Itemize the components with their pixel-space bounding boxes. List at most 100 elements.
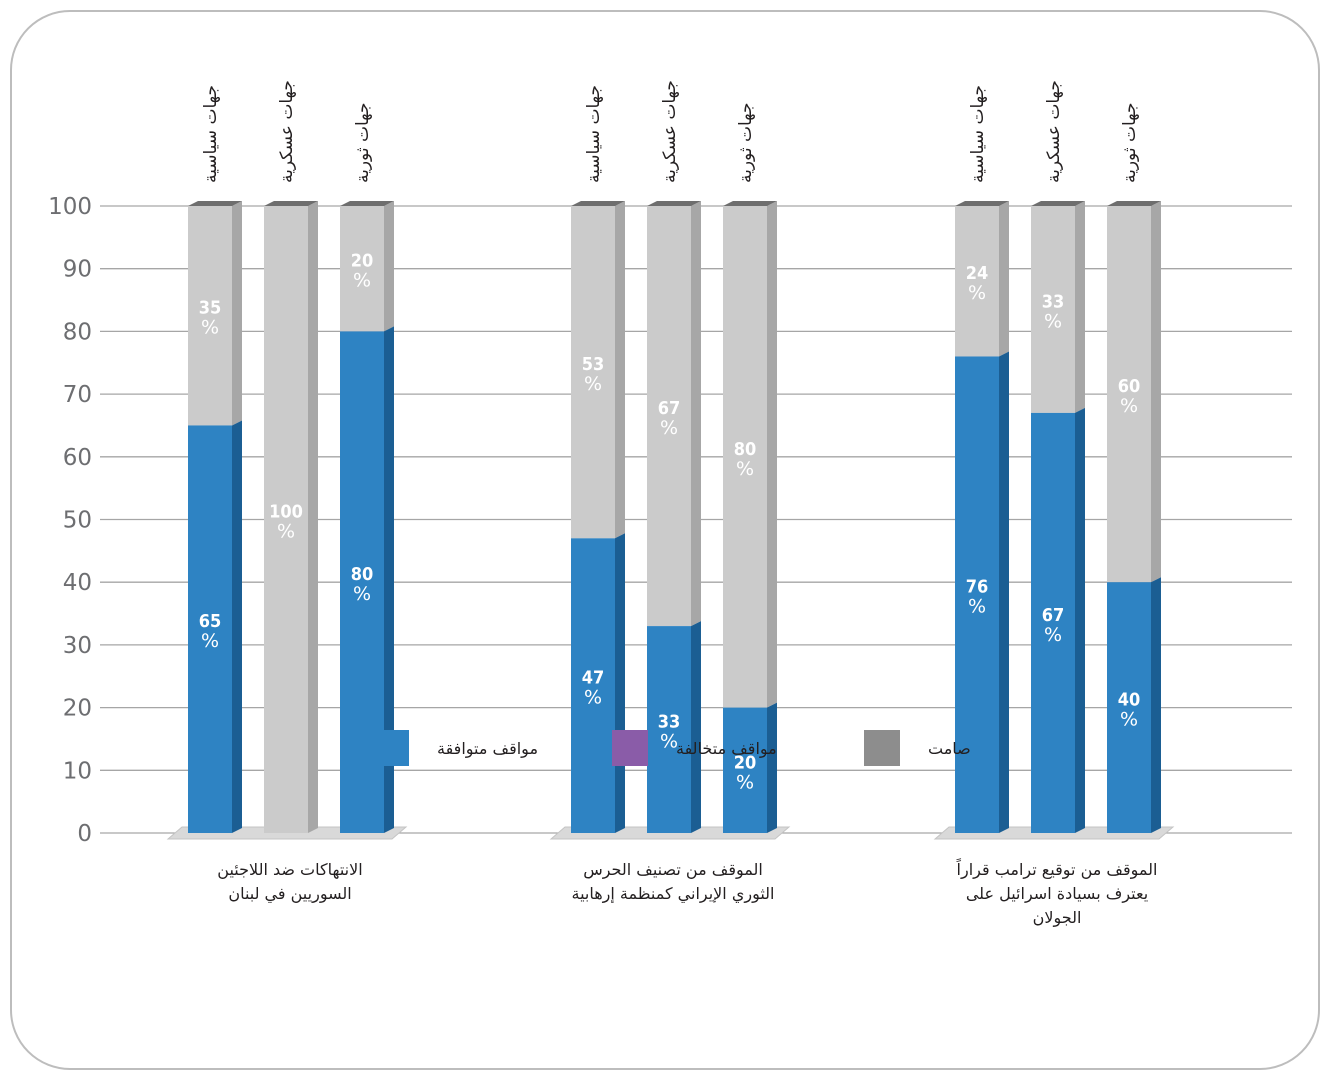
bar-side-agree	[1075, 407, 1085, 833]
bar-2-1	[1031, 201, 1085, 833]
y-tick-label: 70	[63, 382, 92, 408]
bar-segment-silent	[647, 206, 691, 627]
group-label-line: الموقف من تصنيف الحرس	[583, 860, 763, 880]
category-label: جهات عسكرية	[660, 80, 680, 183]
data-label-agree: 80	[351, 564, 374, 585]
y-tick-label: 10	[63, 758, 92, 784]
data-label-percent: %	[353, 583, 371, 605]
bar-segment-silent	[1107, 206, 1151, 583]
y-tick-label: 80	[63, 319, 92, 345]
group-label-line: الثوري الإيراني كمنظمة إرهابية	[572, 884, 775, 904]
data-label-silent: 33	[1042, 291, 1065, 312]
data-label-percent: %	[1044, 310, 1062, 332]
bar-segment-silent	[571, 206, 615, 539]
legend-swatch-oppose	[612, 730, 648, 766]
data-label-agree: 76	[966, 577, 989, 598]
bar-side-agree	[999, 351, 1009, 833]
bar-segment-silent	[955, 206, 999, 357]
data-label-agree: 67	[1042, 605, 1065, 626]
bar-1-0	[571, 201, 625, 833]
legend-label-oppose: مواقف متخالفة	[676, 738, 777, 758]
legend-label-agree: مواقف متوافقة	[437, 738, 539, 758]
group-label-line: يعترف بسيادة اسرائيل على	[966, 884, 1148, 904]
legend-label-silent: صامت	[928, 738, 971, 758]
y-tick-label: 100	[48, 194, 92, 220]
data-label-silent: 35	[199, 298, 222, 319]
data-label-silent: 67	[658, 398, 681, 419]
bar-top-cap	[1031, 201, 1085, 206]
bar-segment-silent	[188, 206, 232, 426]
data-label-percent: %	[968, 282, 986, 304]
legend: مواقف متوافقة مواقف متخالفة صامت	[0, 728, 1330, 768]
data-label-percent: %	[736, 458, 754, 480]
bar-segment-silent	[723, 206, 767, 708]
category-label: جهات ثورية	[353, 102, 373, 183]
legend-item-oppose: مواقف متخالفة	[612, 728, 777, 768]
bar-side-silent	[1151, 201, 1161, 583]
bar-top-cap	[723, 201, 777, 206]
bar-segment-silent	[264, 206, 308, 833]
bar-segment-agree	[955, 356, 999, 833]
bar-top-cap	[1107, 201, 1161, 206]
bar-side-silent	[384, 201, 394, 332]
y-tick-label: 50	[63, 508, 92, 534]
data-label-percent: %	[584, 687, 602, 709]
bar-segment-silent	[1031, 206, 1075, 413]
y-tick-label: 60	[63, 445, 92, 471]
bar-top-cap	[264, 201, 318, 206]
bar-side-agree	[767, 702, 777, 833]
data-label-percent: %	[1044, 624, 1062, 646]
bar-side-agree	[384, 326, 394, 833]
bar-segment-agree	[1031, 412, 1075, 833]
data-label-percent: %	[201, 317, 219, 339]
y-tick-label: 30	[63, 633, 92, 659]
data-label-percent: %	[1120, 395, 1138, 417]
y-tick-label: 0	[77, 821, 92, 847]
data-label-silent: 60	[1118, 376, 1141, 397]
bars-layer	[188, 201, 1161, 833]
bar-segment-agree	[1107, 582, 1151, 833]
bar-top-cap	[647, 201, 701, 206]
legend-item-silent: صامت	[864, 728, 971, 768]
bar-segment-agree	[723, 707, 767, 833]
data-label-percent: %	[660, 731, 678, 753]
category-label: جهات ثورية	[736, 102, 756, 183]
bar-top-cap	[340, 201, 394, 206]
data-label-silent: 20	[351, 251, 374, 272]
y-tick-label: 90	[63, 257, 92, 283]
bar-side-silent	[691, 201, 701, 627]
bar-1-2	[723, 201, 777, 833]
data-label-agree: 20	[734, 752, 757, 773]
data-label-agree: 47	[582, 668, 605, 689]
bar-side-silent	[615, 201, 625, 539]
group-label-line: الموقف من توقيع ترامب قراراً	[956, 857, 1158, 880]
data-label-percent: %	[201, 630, 219, 652]
bar-segment-agree	[571, 538, 615, 833]
bar-0-1	[264, 201, 318, 833]
data-label-silent: 80	[734, 439, 757, 460]
group-label-line: الجولان	[1033, 908, 1082, 928]
category-label: جهات سياسية	[584, 85, 604, 183]
legend-swatch-agree	[373, 730, 409, 766]
data-label-silent: 100	[269, 502, 303, 523]
bar-segment-agree	[188, 425, 232, 833]
data-label-percent: %	[353, 270, 371, 292]
data-label-agree: 40	[1118, 690, 1141, 711]
bar-side-silent	[232, 201, 242, 426]
data-label-agree: 33	[658, 712, 681, 733]
bar-side-agree	[232, 420, 242, 833]
data-label-silent: 24	[966, 263, 989, 284]
category-label: جهات عسكرية	[1044, 80, 1064, 183]
bar-side-agree	[691, 621, 701, 833]
legend-item-agree: مواقف متوافقة	[373, 728, 538, 768]
bar-segment-agree	[647, 626, 691, 833]
data-label-silent: 53	[582, 354, 605, 375]
data-label-percent: %	[584, 373, 602, 395]
bar-1-1	[647, 201, 701, 833]
bar-0-0	[188, 201, 242, 833]
group-label-line: الانتهاكات ضد اللاجئين	[217, 860, 362, 880]
bar-2-0	[955, 201, 1009, 833]
data-label-percent: %	[277, 521, 295, 543]
